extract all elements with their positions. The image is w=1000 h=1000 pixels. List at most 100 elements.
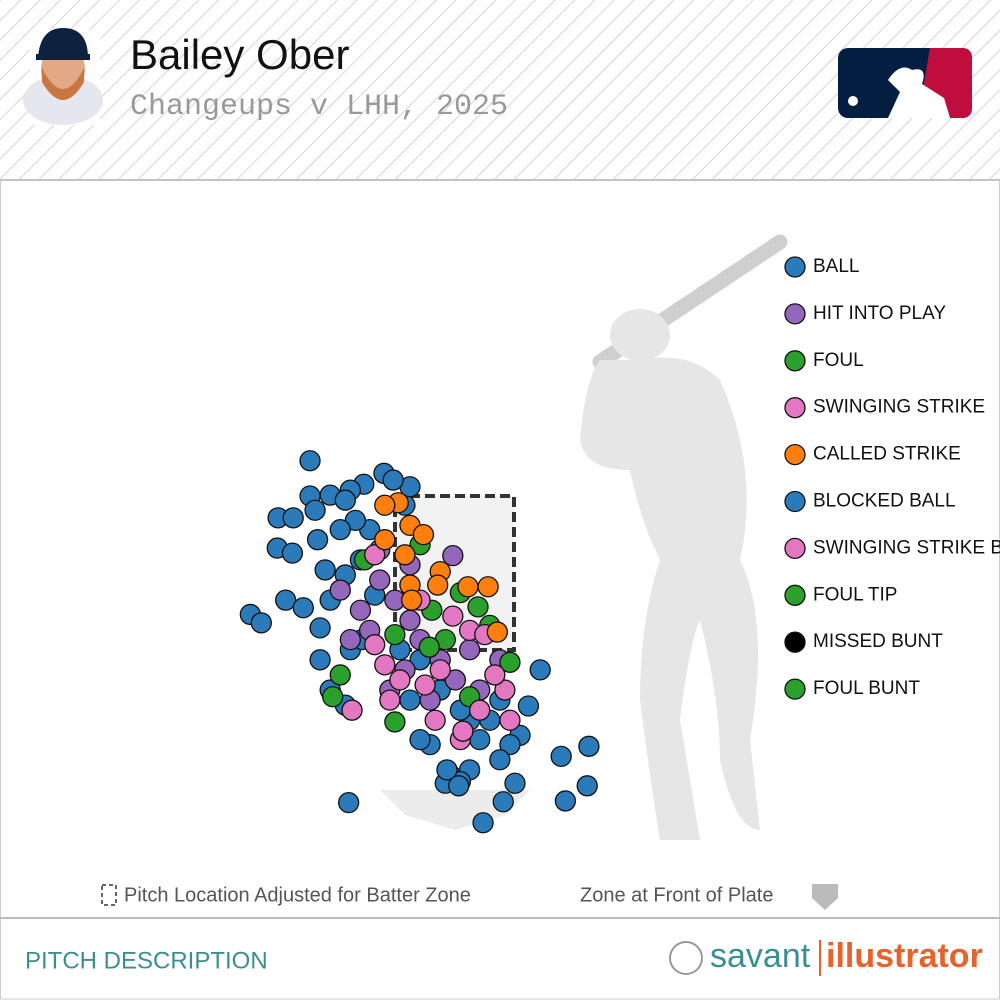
pitch [309, 617, 331, 639]
legend-swatch [784, 584, 806, 606]
header-background [0, 0, 1000, 180]
legend-swatch [784, 537, 806, 560]
pitch [314, 559, 336, 581]
pitch [472, 812, 494, 834]
pitch [329, 664, 351, 686]
pitch [338, 791, 360, 814]
pitch [499, 733, 521, 756]
legend-label: FOUL [813, 350, 864, 371]
pitch [412, 523, 435, 546]
pitch [309, 649, 331, 671]
legend-label: MISSED BUNT [813, 631, 943, 652]
brand-illustrator: illustrator [826, 937, 983, 975]
legend-swatch [784, 490, 806, 513]
pitch [578, 735, 600, 757]
pitch [292, 597, 314, 619]
legend-swatch [784, 443, 806, 466]
pitch [458, 639, 481, 661]
pitch [275, 589, 297, 611]
pitch [401, 589, 423, 611]
home-plate [380, 790, 530, 830]
pitch [448, 775, 470, 797]
legend-swatch [784, 397, 806, 419]
pitch [489, 749, 511, 771]
legend-swatch [784, 678, 806, 700]
pitch [304, 499, 326, 521]
note: Pitch Location Adjusted for Batter Zone [124, 884, 471, 906]
legend-label: HIT INTO PLAY [813, 303, 946, 324]
batter-silhouette [580, 234, 788, 840]
plate-icon [812, 884, 838, 910]
pitch [374, 654, 396, 676]
pitch [334, 489, 356, 511]
pitch [329, 579, 351, 601]
pitch [369, 569, 391, 591]
pitch [424, 709, 446, 731]
pitch [554, 790, 577, 812]
pitch [457, 576, 479, 598]
pitch [418, 636, 440, 658]
pitch [339, 628, 361, 651]
pitch [364, 544, 386, 566]
note-icon [101, 884, 117, 906]
pitch [384, 711, 406, 733]
pitch [486, 621, 508, 643]
pitch [494, 679, 516, 701]
pitch [452, 720, 474, 742]
legend-swatch [784, 631, 806, 653]
brand-savant: savant [710, 937, 811, 975]
pitch [517, 695, 540, 717]
pitch [469, 699, 491, 721]
pitch [467, 596, 489, 618]
note: Zone at Front of Plate [580, 884, 773, 906]
pitch [399, 689, 421, 711]
pitch [444, 669, 466, 691]
legend-label: CALLED STRIKE [813, 444, 961, 465]
pitch [364, 634, 386, 656]
points [239, 450, 600, 834]
legend-label: SWINGING STRIKE BLOCKED [813, 537, 1000, 558]
legend: BALL HIT INTO PLAY FOUL SWINGING STRIKE CALL… [784, 256, 1000, 700]
pitch [399, 609, 421, 631]
legend-label: BALL [813, 256, 859, 277]
pitch [374, 529, 396, 551]
legend-label: SWINGING STRIKE [813, 397, 985, 418]
pitch [394, 544, 416, 566]
pitch [409, 728, 431, 751]
pitch [477, 576, 499, 598]
pitch [550, 745, 572, 768]
pitch [499, 651, 521, 673]
pitch [282, 507, 304, 529]
pitch [442, 544, 464, 567]
pitch [442, 605, 464, 627]
mlb-logo [838, 48, 972, 118]
pitch [484, 664, 506, 686]
player-avatar [23, 28, 103, 125]
legend-swatch [784, 303, 806, 325]
pitch [436, 759, 458, 781]
pitch [299, 450, 321, 472]
pitch [374, 494, 396, 516]
pitch [429, 659, 451, 681]
pitch [382, 469, 404, 491]
pitch [414, 674, 436, 696]
pitch [250, 612, 272, 634]
pitch [492, 791, 514, 813]
pitch [349, 599, 372, 621]
brand-ball [669, 941, 703, 975]
legend-label: FOUL BUNT [813, 678, 920, 699]
pitch [389, 669, 411, 691]
pitch [499, 709, 521, 731]
pitch [306, 529, 329, 551]
pitch [341, 699, 363, 721]
pitch [329, 518, 351, 541]
pitch [281, 542, 304, 564]
footer-label: PITCH DESCRIPTION [25, 947, 268, 974]
legend-label: FOUL TIP [813, 584, 897, 605]
pitch [379, 689, 401, 711]
subtitle: Changeups v LHH, 2025 [130, 90, 508, 124]
pitch [384, 623, 406, 646]
pitch [504, 772, 526, 794]
legend-swatch [784, 350, 806, 372]
